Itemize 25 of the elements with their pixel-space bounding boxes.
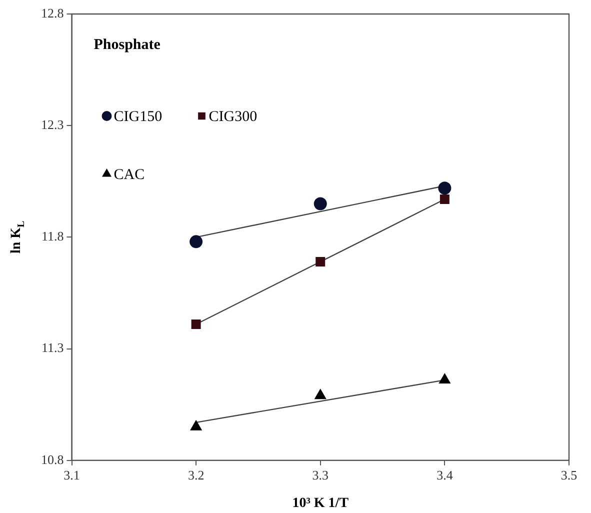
x-tick-label: 3.1 bbox=[64, 468, 80, 483]
y-tick-label: 12.8 bbox=[41, 5, 64, 20]
y-tick-label: 11.3 bbox=[41, 340, 64, 356]
point bbox=[316, 257, 326, 266]
point bbox=[438, 182, 452, 195]
point bbox=[440, 194, 450, 204]
legend-label: CAC bbox=[114, 167, 145, 183]
legend-label: CIG300 bbox=[208, 109, 258, 125]
y-axis-title: ln KL bbox=[9, 220, 28, 254]
point bbox=[190, 420, 202, 430]
x-tick-label: 3.3 bbox=[312, 468, 328, 483]
x-tick-label: 3.4 bbox=[436, 468, 454, 483]
x-tick-label: 3.5 bbox=[560, 468, 578, 483]
point bbox=[190, 235, 203, 248]
point bbox=[191, 320, 201, 329]
y-tick-label: 12.3 bbox=[41, 117, 64, 132]
point bbox=[438, 374, 450, 384]
y-tick-label: 10.8 bbox=[41, 452, 64, 467]
x-axis-title: 10³ K 1/T bbox=[292, 496, 350, 511]
text: Phosphate bbox=[94, 37, 161, 53]
y-tick-label: 11.8 bbox=[41, 228, 64, 244]
point bbox=[314, 389, 326, 400]
x-tick-label: 3.2 bbox=[188, 468, 204, 483]
point bbox=[314, 197, 327, 210]
legend-label: CIG150 bbox=[114, 109, 162, 125]
